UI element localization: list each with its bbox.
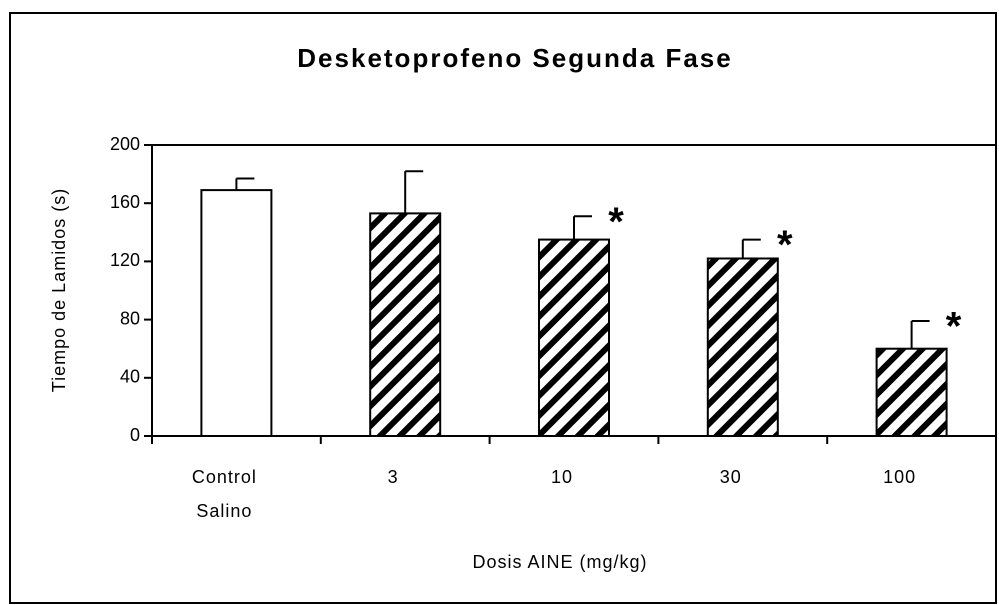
y-tick-label: 80 bbox=[120, 308, 140, 328]
bar bbox=[538, 238, 610, 437]
y-tick-label: 40 bbox=[120, 367, 140, 387]
chart-title: Desketoprofeno Segunda Fase bbox=[297, 43, 732, 73]
bar bbox=[875, 347, 948, 438]
bar bbox=[369, 212, 442, 437]
bar bbox=[706, 257, 779, 437]
x-tick-label: 30 bbox=[719, 467, 742, 487]
x-tick-label: 10 bbox=[550, 467, 574, 487]
x-tick-label: 3 bbox=[387, 467, 399, 487]
significance-mark: * bbox=[608, 200, 624, 244]
chart-border bbox=[9, 12, 997, 604]
y-tick-label: 0 bbox=[130, 425, 140, 445]
y-tick-label: 120 bbox=[110, 250, 140, 270]
significance-mark: * bbox=[777, 223, 793, 267]
significance-mark: * bbox=[946, 305, 962, 349]
x-tick-label: Control Salino bbox=[191, 467, 257, 521]
x-axis-label: Dosis AINE (mg/kg) bbox=[472, 552, 647, 572]
y-tick-label: 200 bbox=[110, 134, 140, 154]
y-tick-label: 160 bbox=[110, 192, 140, 212]
bar bbox=[200, 189, 273, 437]
y-axis-label: Tiempo de Lamidos (s) bbox=[49, 188, 69, 392]
x-tick-label: 100 bbox=[883, 467, 917, 487]
